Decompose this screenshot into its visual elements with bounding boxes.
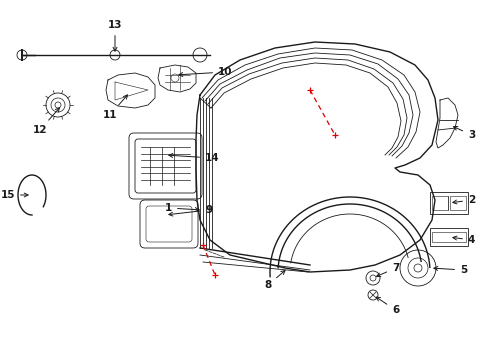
Text: 4: 4 xyxy=(452,235,474,245)
Bar xyxy=(431,232,465,242)
Bar xyxy=(449,196,465,210)
Text: 5: 5 xyxy=(433,265,467,275)
Bar xyxy=(429,228,467,246)
Text: 3: 3 xyxy=(452,126,474,140)
Bar xyxy=(429,192,467,214)
Text: 12: 12 xyxy=(33,108,60,135)
Text: 10: 10 xyxy=(179,67,232,77)
Text: 14: 14 xyxy=(168,153,219,163)
Text: 15: 15 xyxy=(0,190,28,200)
Text: 6: 6 xyxy=(375,297,398,315)
Text: 8: 8 xyxy=(264,270,285,290)
Bar xyxy=(431,196,447,210)
Text: 13: 13 xyxy=(107,20,122,51)
Text: 1: 1 xyxy=(164,203,199,213)
Text: 2: 2 xyxy=(452,195,474,205)
Text: 9: 9 xyxy=(168,205,212,216)
Text: 11: 11 xyxy=(102,95,127,120)
Text: 7: 7 xyxy=(376,263,399,276)
